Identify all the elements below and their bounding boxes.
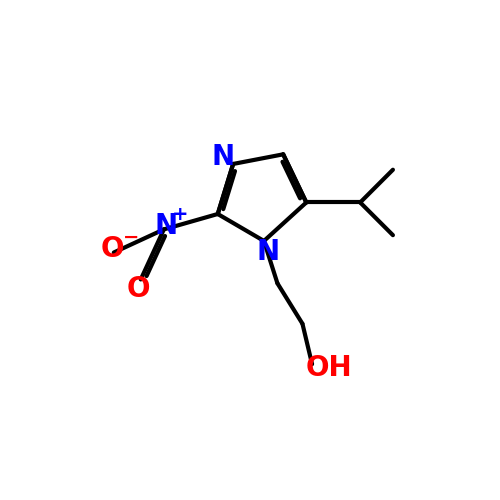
Text: O: O bbox=[100, 236, 124, 264]
Text: OH: OH bbox=[306, 354, 352, 382]
Text: N: N bbox=[212, 143, 235, 171]
Text: +: + bbox=[172, 206, 188, 225]
Text: N: N bbox=[256, 238, 280, 266]
Text: O: O bbox=[127, 275, 150, 303]
Text: −: − bbox=[123, 228, 140, 248]
Text: N: N bbox=[154, 212, 178, 240]
